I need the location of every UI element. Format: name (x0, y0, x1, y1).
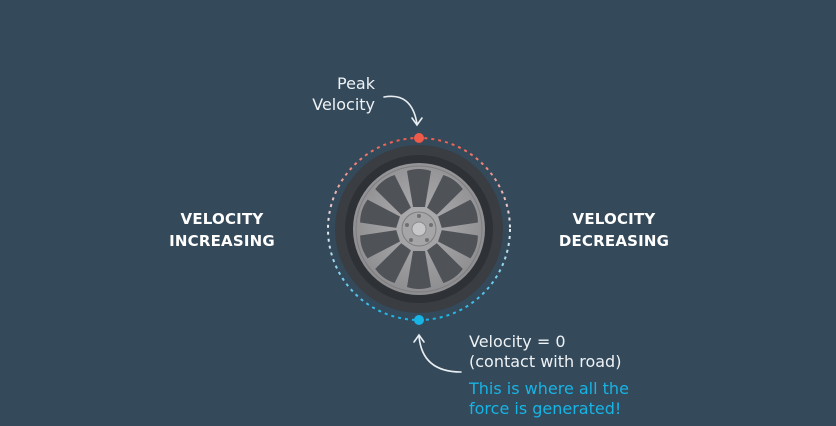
right-label-line-2: DECREASING (558, 232, 670, 250)
peak-arrow-icon (383, 95, 423, 127)
velocity-decreasing-label: VELOCITY DECREASING (552, 208, 676, 252)
bottom-arrow-icon (413, 333, 462, 373)
right-label-line-1: VELOCITY (572, 210, 656, 228)
zero-velocity-marker (414, 315, 424, 325)
peak-velocity-marker (414, 133, 424, 143)
peak-label-line-1: Peak (337, 74, 375, 93)
force-note: This is where all the force is generated… (469, 379, 629, 419)
wheel-spokes (360, 169, 478, 289)
left-label-line-1: VELOCITY (180, 210, 264, 228)
velocity-increasing-label: VELOCITY INCREASING (160, 208, 284, 252)
bottom-label-line-2: (contact with road) (469, 352, 622, 371)
zero-velocity-label: Velocity = 0 (contact with road) (469, 332, 621, 372)
force-note-line-2: force is generated! (469, 399, 622, 418)
force-note-line-1: This is where all the (469, 379, 629, 398)
peak-label-line-2: Velocity (312, 95, 375, 114)
left-label-line-2: INCREASING (169, 232, 275, 250)
peak-velocity-label: Peak Velocity (300, 73, 375, 115)
bottom-label-line-1: Velocity = 0 (469, 332, 566, 351)
